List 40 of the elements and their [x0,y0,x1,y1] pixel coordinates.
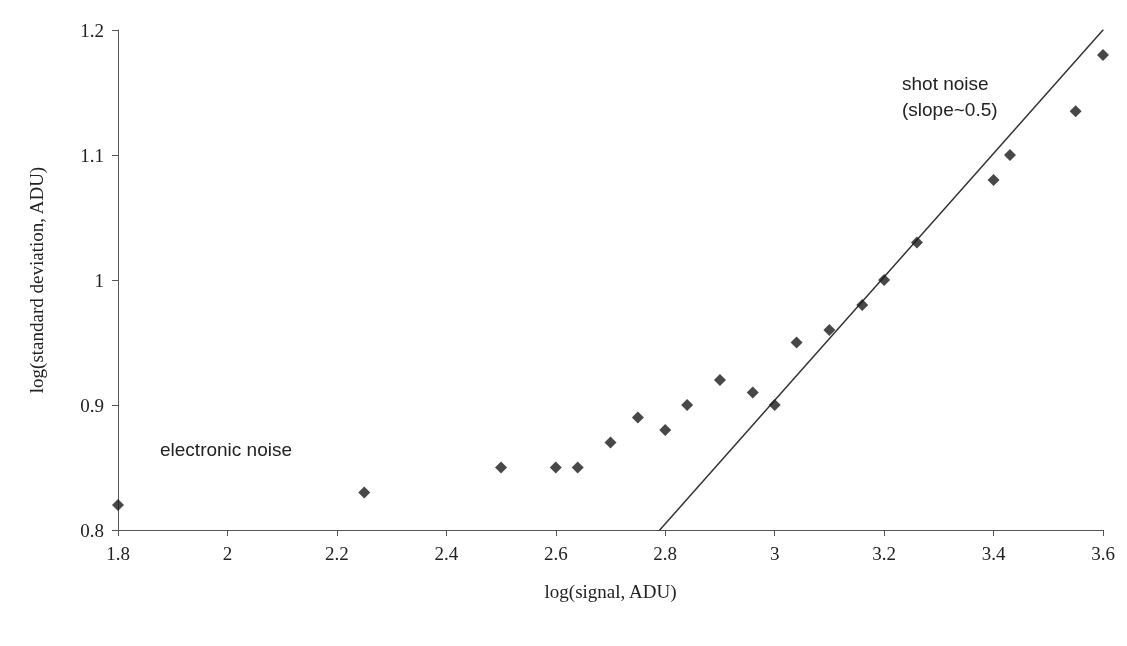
point [713,374,726,386]
point [856,299,869,311]
point [823,324,836,336]
point [910,236,923,249]
x-tick-label: 2 [222,543,233,564]
y-tick-label: 1.2 [80,19,104,41]
point [1003,149,1016,161]
point [112,499,124,511]
y-tick-label: 0.9 [80,394,104,416]
x-tick-label: 2.6 [543,543,568,564]
x-tick-label: 3.2 [872,543,896,564]
x-axis-title: log(signal, ADU) [544,581,677,603]
point [495,461,508,474]
x-tick-label: 2.8 [653,543,678,564]
point [631,411,644,424]
point [878,274,891,286]
x-tick-label: 3.6 [1091,543,1115,564]
point [358,486,371,499]
x-tick-label: 3 [769,543,780,564]
point [1097,49,1109,61]
y-tick-label: 1 [94,269,104,291]
y-axis-title: log(standard deviation, ADU) [26,166,48,394]
point [681,399,694,411]
point [571,461,584,474]
point [790,336,803,349]
point [659,424,672,436]
y-tick-label: 1.1 [80,144,104,166]
annotation: electronic noise [160,438,293,460]
x-tick-label: 2.2 [325,543,349,564]
point [768,399,781,411]
point [549,461,562,474]
y-tick-label: 0.8 [80,519,104,541]
point [604,436,617,449]
point [987,174,1000,186]
annotation: shot noise (slope~0.5) [902,72,998,120]
point [746,386,759,399]
x-tick-label: 1.8 [106,543,130,564]
point [1069,105,1082,118]
x-tick-label: 2.4 [434,543,459,564]
x-tick-label: 3.4 [981,543,1006,564]
